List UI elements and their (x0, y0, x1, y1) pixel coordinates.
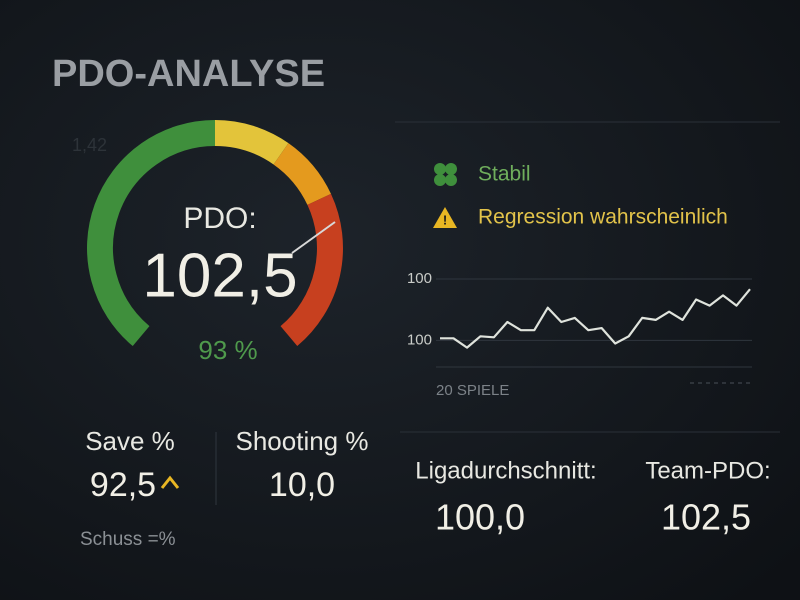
data-line (440, 288, 751, 349)
gauge-label: PDO: (183, 202, 256, 235)
top-label: 100 (407, 270, 432, 287)
gauge-sub-label: 93 % (198, 335, 257, 365)
line-chart: 100 (407, 288, 752, 349)
faint-label: 1,42 (72, 135, 107, 155)
gauge-green (87, 120, 216, 347)
stat-value: 102,5 (661, 497, 751, 538)
gauge (87, 119, 343, 347)
y-tick-label: 100 (407, 331, 432, 348)
stat-label: Ligadurchschnitt: (415, 457, 596, 484)
up-arrow (160, 475, 180, 489)
stat-label: Shooting % (236, 426, 369, 456)
x-label: 20 SPIELE (436, 382, 509, 399)
legend-regression: Regression wahrscheinlich (478, 206, 728, 229)
gauge-yellow (214, 119, 289, 165)
stat-value: 100,0 (435, 497, 525, 538)
stat-label: Team-PDO: (645, 457, 770, 484)
stat-value: 10,0 (269, 466, 335, 504)
footnote: Schuss =% (80, 529, 176, 550)
clover-icon (434, 163, 457, 186)
stat-value: 92,5 (90, 466, 156, 504)
legend-stable: Stabil (478, 163, 531, 186)
title: PDO-ANALYSE (52, 53, 325, 95)
warning-mark: ! (443, 212, 447, 227)
gauge-value: 102,5 (142, 241, 297, 310)
gauge-red (280, 193, 343, 347)
warning-icon (433, 207, 457, 228)
stat-label: Save % (85, 426, 175, 456)
gauge-needle (291, 221, 336, 254)
gauge-orange (273, 143, 331, 206)
